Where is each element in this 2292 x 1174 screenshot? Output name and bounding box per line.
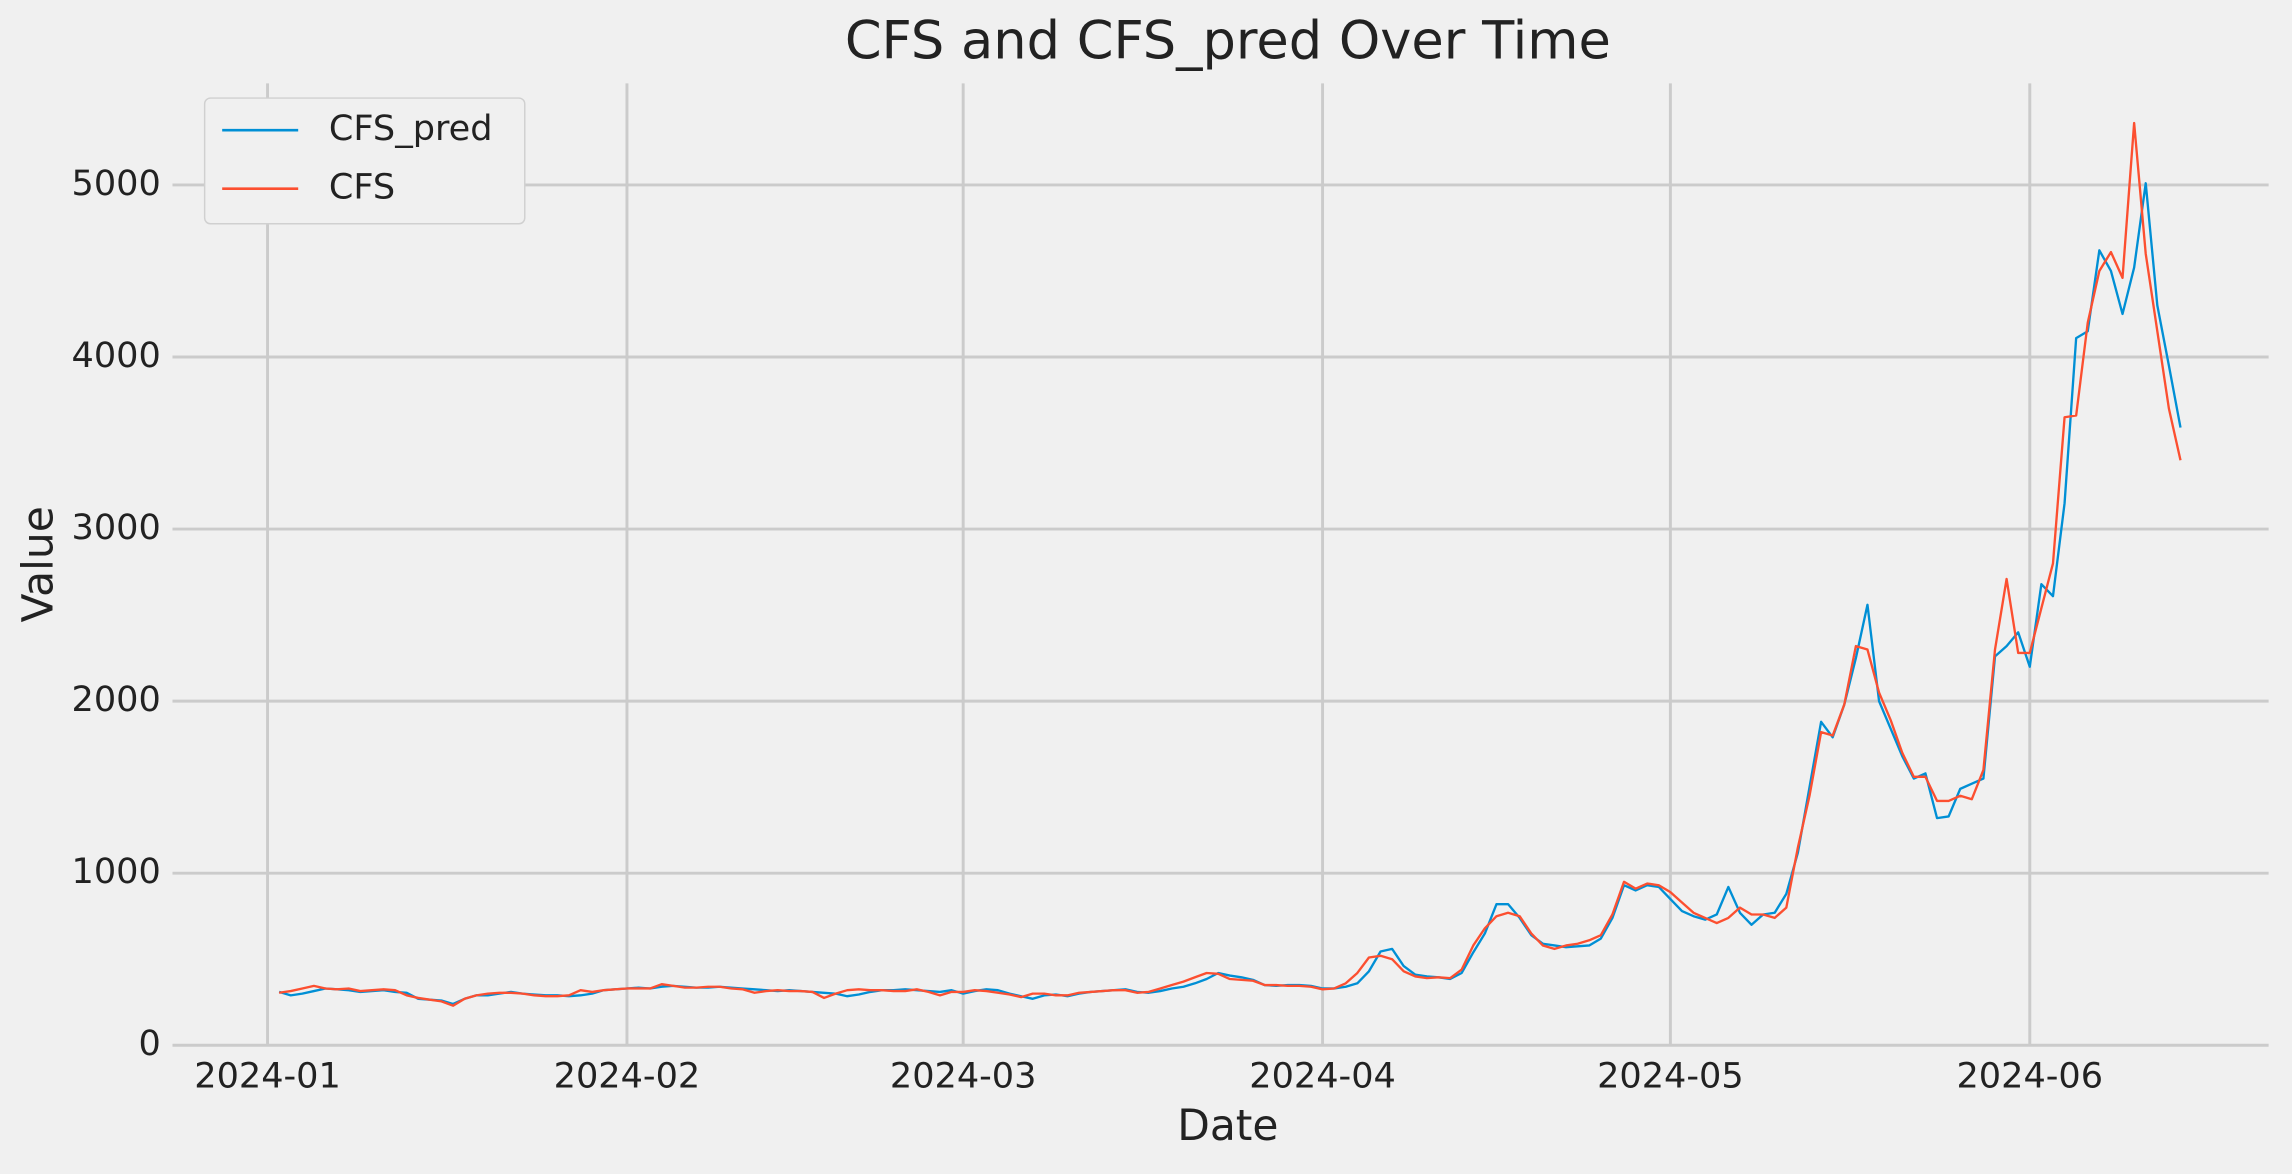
y-tick-label: 3000 [72, 507, 161, 548]
y-tick-label: 4000 [72, 335, 161, 376]
x-tick-label: 2024-03 [890, 1055, 1037, 1096]
legend-label: CFS [329, 167, 395, 208]
series-line [278, 121, 2182, 1007]
x-axis-label: Date [1177, 1101, 1278, 1150]
legend: CFS_pred CFS [203, 97, 526, 225]
chart-title: CFS and CFS_pred Over Time [845, 11, 1611, 72]
x-tick-label: 2024-02 [554, 1055, 701, 1096]
y-axis-label: Value [13, 506, 62, 622]
y-tick-label: 1000 [72, 851, 161, 892]
x-tick-label: 2024-05 [1597, 1055, 1744, 1096]
y-tick-label: 0 [138, 1023, 160, 1064]
y-tick-label: 5000 [72, 163, 161, 204]
y-tick-label: 2000 [72, 679, 161, 720]
x-tick-label: 2024-01 [194, 1055, 341, 1096]
legend-label: CFS_pred [329, 108, 493, 149]
x-tick-label: 2024-04 [1249, 1055, 1396, 1096]
x-tick-label: 2024-06 [1956, 1055, 2103, 1096]
plot-lines [278, 121, 2182, 1007]
